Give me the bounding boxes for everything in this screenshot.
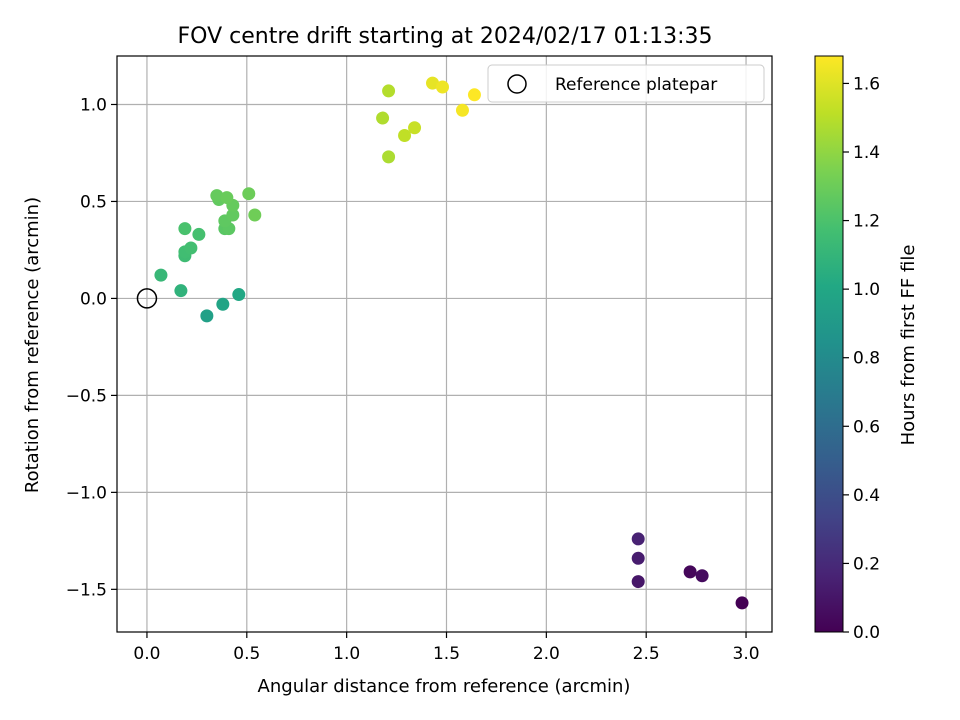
- data-point: [184, 241, 198, 255]
- y-tick-label: 0.5: [80, 192, 107, 212]
- data-point: [455, 103, 469, 117]
- data-point: [376, 111, 390, 125]
- colorbar-label: Hours from first FF file: [898, 245, 919, 446]
- x-axis-label: Angular distance from reference (arcmin): [258, 676, 631, 697]
- data-point: [436, 80, 450, 94]
- colorbar: [814, 55, 844, 633]
- colorbar-tick-label: 1.6: [853, 74, 880, 94]
- plot-frame: [116, 55, 773, 633]
- data-point: [232, 288, 246, 302]
- reference-marker: [136, 288, 158, 309]
- data-point: [192, 227, 206, 241]
- legend-marker-icon: [507, 74, 527, 94]
- colorbar-tick-label: 1.0: [853, 280, 880, 300]
- data-point: [242, 187, 256, 201]
- x-tick-label: 1.5: [433, 644, 460, 664]
- data-point: [735, 596, 749, 610]
- y-tick-label: 1.0: [80, 95, 107, 115]
- colorbar-tick-label: 0.8: [853, 349, 880, 369]
- data-point: [467, 88, 481, 102]
- x-tick-label: 2.0: [533, 644, 560, 664]
- data-point: [200, 309, 214, 323]
- x-tick-label: 3.0: [733, 644, 760, 664]
- data-point: [398, 129, 412, 143]
- x-tick-label: 0.5: [233, 644, 260, 664]
- data-point: [154, 268, 168, 282]
- colorbar-axis: 0.0 0.2 0.4 0.6 0.8 1.0 1.2 1.4 1.6: [843, 74, 880, 643]
- data-point: [631, 575, 645, 589]
- data-point: [695, 569, 709, 583]
- data-point: [210, 189, 224, 203]
- x-axis: 0.0 0.5 1.0 1.5 2.0 2.5 3.0: [133, 632, 760, 664]
- data-point: [226, 208, 240, 222]
- data-point: [382, 84, 396, 98]
- legend: Reference platepar: [487, 64, 765, 103]
- legend-entry: Reference platepar: [555, 75, 717, 95]
- x-tick-label: 2.5: [633, 644, 660, 664]
- data-point: [178, 222, 192, 236]
- data-point: [216, 297, 230, 311]
- reference-point: [136, 288, 158, 309]
- colorbar-tick-label: 0.0: [853, 623, 880, 643]
- data-point: [174, 284, 188, 298]
- colorbar-tick-label: 1.2: [853, 212, 880, 232]
- data-point: [683, 565, 697, 579]
- x-tick-label: 1.0: [333, 644, 360, 664]
- chart-title: FOV centre drift starting at 2024/02/17 …: [178, 24, 713, 49]
- legend-box: [487, 64, 765, 103]
- data-point: [248, 208, 262, 222]
- colorbar-tick-label: 0.6: [853, 417, 880, 437]
- colorbar-tick-label: 0.2: [853, 554, 880, 574]
- x-tick-label: 0.0: [133, 644, 160, 664]
- grid-lines: [117, 56, 772, 632]
- data-point: [426, 76, 440, 90]
- colorbar-tick-label: 0.4: [853, 486, 880, 506]
- y-tick-label: −0.5: [66, 386, 107, 406]
- y-tick-label: 0.0: [80, 289, 107, 309]
- data-points: [154, 76, 749, 610]
- data-point: [408, 121, 422, 135]
- colorbar-tick-label: 1.4: [853, 143, 880, 163]
- y-tick-label: −1.0: [66, 483, 107, 503]
- y-tick-label: −1.5: [66, 580, 107, 600]
- data-point: [220, 191, 234, 205]
- y-axis-label: Rotation from reference (arcmin): [22, 197, 43, 493]
- data-point: [631, 532, 645, 546]
- data-point: [382, 150, 396, 164]
- data-point: [631, 551, 645, 565]
- y-axis: 1.0 0.5 0.0 −0.5 −1.0 −1.5: [66, 95, 117, 600]
